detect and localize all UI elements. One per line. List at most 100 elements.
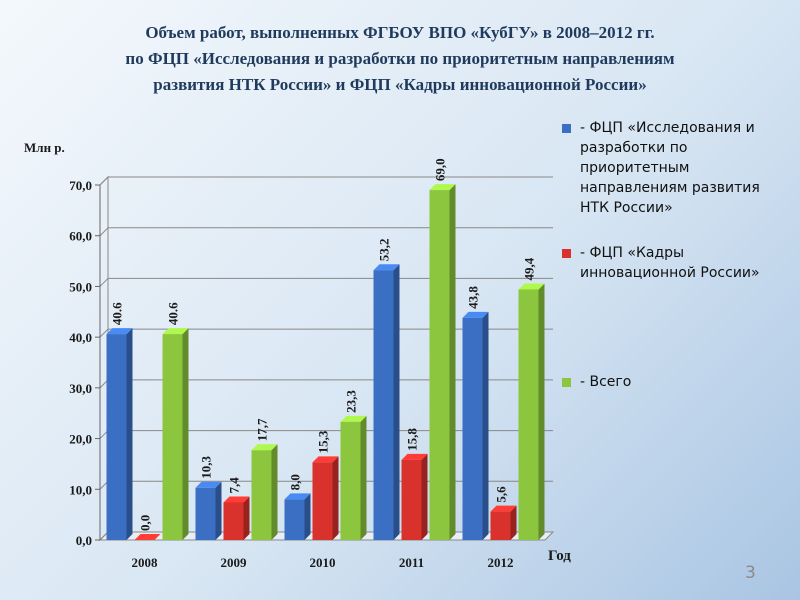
bar-top — [106, 328, 133, 335]
value-label: 5,6 — [494, 486, 509, 503]
bar-front — [373, 270, 394, 540]
bar-side — [332, 456, 339, 540]
x-tick-label: 2011 — [399, 555, 424, 570]
bar-front — [340, 421, 361, 540]
value-label: 17,7 — [255, 418, 270, 441]
bar-front — [195, 487, 216, 540]
y-tick-label: 50,0 — [69, 279, 92, 294]
bar-side — [304, 493, 311, 540]
bar-front — [462, 317, 483, 540]
bar-top — [134, 534, 161, 540]
bar — [106, 328, 133, 540]
x-tick-label: 2012 — [488, 555, 514, 570]
bar-side — [271, 444, 278, 540]
value-label: 15,3 — [316, 430, 331, 453]
value-label: 8,0 — [288, 474, 303, 490]
bar — [284, 493, 311, 540]
bar — [251, 444, 278, 540]
bar — [401, 453, 428, 540]
x-tick-label: 2009 — [221, 555, 248, 570]
bar-side — [126, 328, 133, 540]
bar-front — [490, 511, 511, 540]
y-tick-label: 60,0 — [69, 229, 92, 244]
bar-top — [162, 328, 189, 335]
bar — [162, 328, 189, 540]
y-tick-label: 10,0 — [69, 482, 92, 497]
value-label: 53,2 — [377, 238, 392, 261]
bar — [340, 415, 367, 540]
chart-title: по ФЦП «Исследования и разработки по при… — [125, 49, 675, 68]
value-label: 69,0 — [433, 158, 448, 181]
grid-line — [99, 176, 109, 186]
legend-marker — [562, 249, 571, 258]
value-label: 10,3 — [199, 456, 214, 479]
bar-top — [429, 184, 456, 191]
value-label: 0,0 — [138, 515, 153, 531]
bar-top — [251, 444, 278, 451]
bar-side — [449, 184, 456, 541]
bar — [518, 283, 545, 540]
y-axis-label: Млн р. — [24, 140, 65, 155]
x-tick-label: 2010 — [310, 555, 336, 570]
bar-side — [510, 505, 517, 540]
bar-top — [490, 505, 517, 512]
bar-top — [195, 481, 222, 488]
bar — [134, 534, 161, 540]
bar-top — [401, 453, 428, 460]
bar-top — [223, 496, 250, 503]
value-label: 43,8 — [466, 286, 481, 309]
bar-side — [393, 264, 400, 540]
bar-side — [360, 415, 367, 540]
bar — [373, 264, 400, 540]
bar-top — [462, 311, 489, 318]
value-label: 49,4 — [522, 257, 537, 280]
legend-label: - ФЦП «Исследования и разработки по прио… — [580, 120, 760, 216]
bar-front — [251, 450, 272, 540]
bar-top — [340, 415, 367, 422]
bar-side — [538, 283, 545, 540]
bar — [490, 505, 517, 540]
bar — [462, 311, 489, 540]
bar-top — [312, 456, 339, 463]
bar-top — [284, 493, 311, 500]
bar-side — [421, 453, 428, 540]
bar — [223, 496, 250, 540]
legend-label: - ФЦП «Кадры инновационной России» — [580, 245, 760, 281]
bar-side — [243, 496, 250, 540]
legend-marker — [562, 378, 571, 387]
bar-front — [162, 334, 183, 540]
chart-title: Объем работ, выполненных ФГБОУ ВПО «КубГ… — [145, 23, 654, 42]
bar — [429, 184, 456, 541]
bar-top — [518, 283, 545, 290]
y-tick-label: 70,0 — [69, 178, 92, 193]
bar-side — [182, 328, 189, 540]
x-axis-label: Год — [548, 548, 571, 564]
value-label: 7,4 — [227, 477, 242, 494]
y-tick-label: 0,0 — [76, 533, 92, 548]
bar-front — [106, 334, 127, 540]
chart-title: развития НТК России» и ФЦП «Кадры иннова… — [153, 75, 646, 94]
value-label: 40.6 — [166, 302, 181, 325]
bar-side — [215, 481, 222, 540]
slide-number: 3 — [745, 563, 756, 583]
bar — [312, 456, 339, 540]
y-tick-label: 30,0 — [69, 381, 92, 396]
bar-side — [482, 311, 489, 540]
value-label: 15,8 — [405, 428, 420, 451]
bar-front — [284, 499, 305, 540]
bar-front — [518, 289, 539, 540]
bar-front — [429, 190, 450, 541]
bar — [195, 481, 222, 540]
y-tick-label: 20,0 — [69, 432, 92, 447]
grid-line — [99, 278, 109, 287]
bar-top — [373, 264, 400, 271]
bar-front — [223, 502, 244, 540]
y-tick-label: 40,0 — [69, 330, 92, 345]
bar-front — [401, 459, 422, 540]
grid-line — [99, 227, 109, 237]
bar-front — [312, 462, 333, 540]
value-label: 23,3 — [344, 390, 359, 413]
value-label: 40.6 — [110, 302, 125, 325]
